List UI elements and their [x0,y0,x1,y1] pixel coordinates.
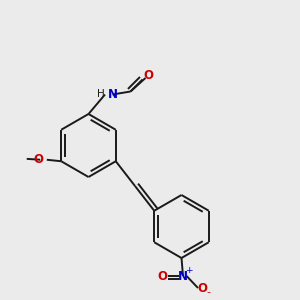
Text: -: - [206,287,211,298]
Text: +: + [185,266,192,275]
Text: O: O [197,281,208,295]
Text: O: O [143,69,153,82]
Text: N: N [107,88,117,101]
Text: O: O [33,153,43,166]
Text: O: O [157,269,167,283]
Text: N: N [178,269,188,283]
Text: H: H [97,89,105,100]
